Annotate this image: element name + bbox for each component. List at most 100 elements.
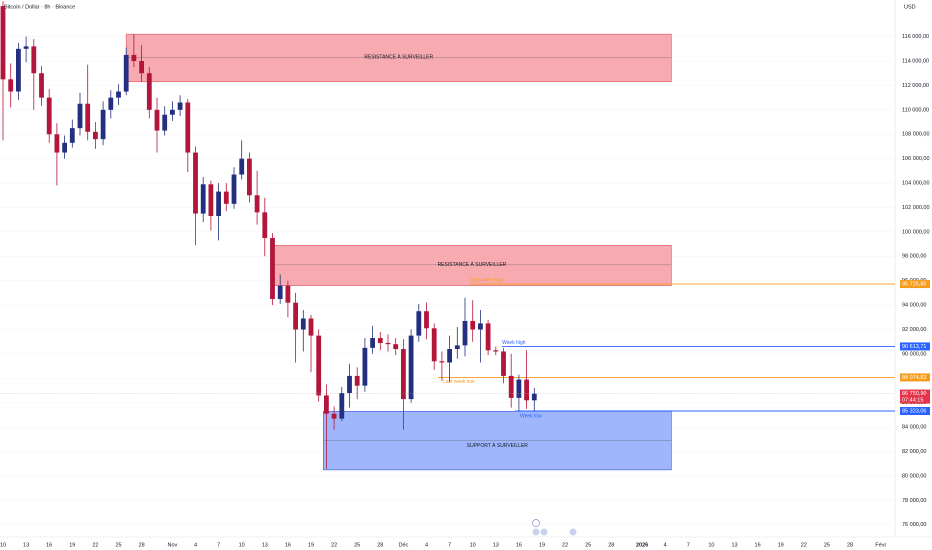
candle-body xyxy=(23,46,29,49)
candle-body xyxy=(308,318,314,336)
x-tick-label: 25 xyxy=(115,542,121,548)
candle-body xyxy=(377,338,383,343)
candle-body xyxy=(354,375,360,386)
candle-body xyxy=(31,46,37,74)
candle-body xyxy=(347,375,352,393)
last-price-tag xyxy=(900,389,930,404)
level-tag xyxy=(900,342,930,351)
x-tick-label: 28 xyxy=(847,542,853,548)
candle-body xyxy=(478,323,483,330)
candle-body xyxy=(331,413,337,419)
x-tick-label: 4 xyxy=(664,542,667,548)
candle-body xyxy=(208,184,214,217)
level-name: Last week low xyxy=(443,379,475,385)
candle-body xyxy=(462,320,468,346)
candle-body xyxy=(77,103,83,129)
candle-body xyxy=(401,349,406,400)
candle-body xyxy=(131,54,137,62)
background-layer xyxy=(0,33,895,526)
candle-body xyxy=(524,379,529,401)
candle-body xyxy=(501,351,506,376)
x-tick-label: 2026 xyxy=(636,542,648,548)
x-tick-label: 22 xyxy=(331,542,337,548)
y-tick-label: 92 000,00 xyxy=(902,327,926,333)
candle-body xyxy=(370,338,375,348)
x-tick-label: 7 xyxy=(217,542,220,548)
y-tick-label: 76 000,00 xyxy=(902,522,926,528)
candle-body xyxy=(139,61,144,74)
x-tick-label: 25 xyxy=(354,542,360,548)
y-tick-label: 104 000,00 xyxy=(902,181,930,187)
candle-body xyxy=(408,335,414,400)
candle-body xyxy=(508,375,514,398)
y-tick-label: 100 000,00 xyxy=(902,229,930,235)
candle-body xyxy=(16,48,21,92)
candle-body xyxy=(393,344,399,350)
x-tick-label: 25 xyxy=(585,542,591,548)
candle-body xyxy=(108,97,114,110)
candle-body xyxy=(493,350,499,352)
y-tick-label: 106 000,00 xyxy=(902,156,930,162)
candle-body xyxy=(531,393,537,401)
candle-body xyxy=(54,134,60,153)
x-tick-label: 28 xyxy=(139,542,145,548)
x-tick-label: 4 xyxy=(425,542,428,548)
x-tick-label: 22 xyxy=(801,542,807,548)
candle-body xyxy=(116,91,121,98)
x-tick-label: 10 xyxy=(708,542,714,548)
level-tag xyxy=(900,373,930,382)
y-tick-label: 108 000,00 xyxy=(902,132,930,138)
zone xyxy=(272,245,672,286)
candle-body xyxy=(239,158,245,175)
candle-body xyxy=(470,320,476,330)
x-tick-label: 22 xyxy=(92,542,98,548)
candle-body xyxy=(277,285,283,300)
y-tick-label: 84 000,00 xyxy=(902,425,926,431)
x-tick-label: Nov xyxy=(168,542,178,548)
candle-body xyxy=(416,311,422,336)
level-tag xyxy=(900,280,930,289)
candle-body xyxy=(162,114,168,131)
last-price-label: 86 750,90 xyxy=(902,391,926,397)
chart-title: Bitcoin / Dollar · 8h · Binance xyxy=(4,4,75,10)
x-tick-label: 4 xyxy=(194,542,197,548)
level-price: 95 725,80 xyxy=(902,282,926,288)
x-tick-label: 22 xyxy=(562,542,568,548)
y-tick-label: 80 000,00 xyxy=(902,473,926,479)
candle-body xyxy=(231,174,237,204)
y-tick-label: 112 000,00 xyxy=(902,83,929,89)
candle-body xyxy=(8,79,14,92)
x-tick-label: 28 xyxy=(377,542,383,548)
event-icons xyxy=(532,519,577,536)
y-tick-label: 98 000,00 xyxy=(902,254,926,260)
level-name: Last week high xyxy=(470,277,504,283)
level-tag xyxy=(900,407,930,416)
y-tick-label: 82 000,00 xyxy=(902,449,926,455)
x-tick-label: 28 xyxy=(608,542,614,548)
candle-body xyxy=(447,349,452,363)
candle-body xyxy=(69,128,75,143)
x-tick-label: 19 xyxy=(308,542,314,548)
candle-body xyxy=(254,195,260,213)
candle-body xyxy=(285,285,291,303)
level-name: Week high xyxy=(502,340,526,346)
x-tick-label: 10 xyxy=(0,542,6,548)
x-tick-label: 19 xyxy=(778,542,784,548)
candle-body xyxy=(39,73,44,98)
candle-body xyxy=(200,184,206,214)
y-tick-label: 78 000,00 xyxy=(902,498,926,504)
x-tick-label: 13 xyxy=(262,542,268,548)
x-tick-label: 13 xyxy=(493,542,499,548)
candle-body xyxy=(216,191,221,217)
y-tick-label: 102 000,00 xyxy=(902,205,930,211)
candle-body xyxy=(316,335,322,396)
x-tick-label: 13 xyxy=(23,542,29,548)
candle-body xyxy=(62,142,67,153)
x-tick-label: 25 xyxy=(824,542,830,548)
candle-body xyxy=(123,54,129,92)
x-tick-label: 19 xyxy=(539,542,545,548)
x-tick-label: 10 xyxy=(239,542,245,548)
candle-body xyxy=(454,345,460,350)
candle-body xyxy=(385,342,391,345)
